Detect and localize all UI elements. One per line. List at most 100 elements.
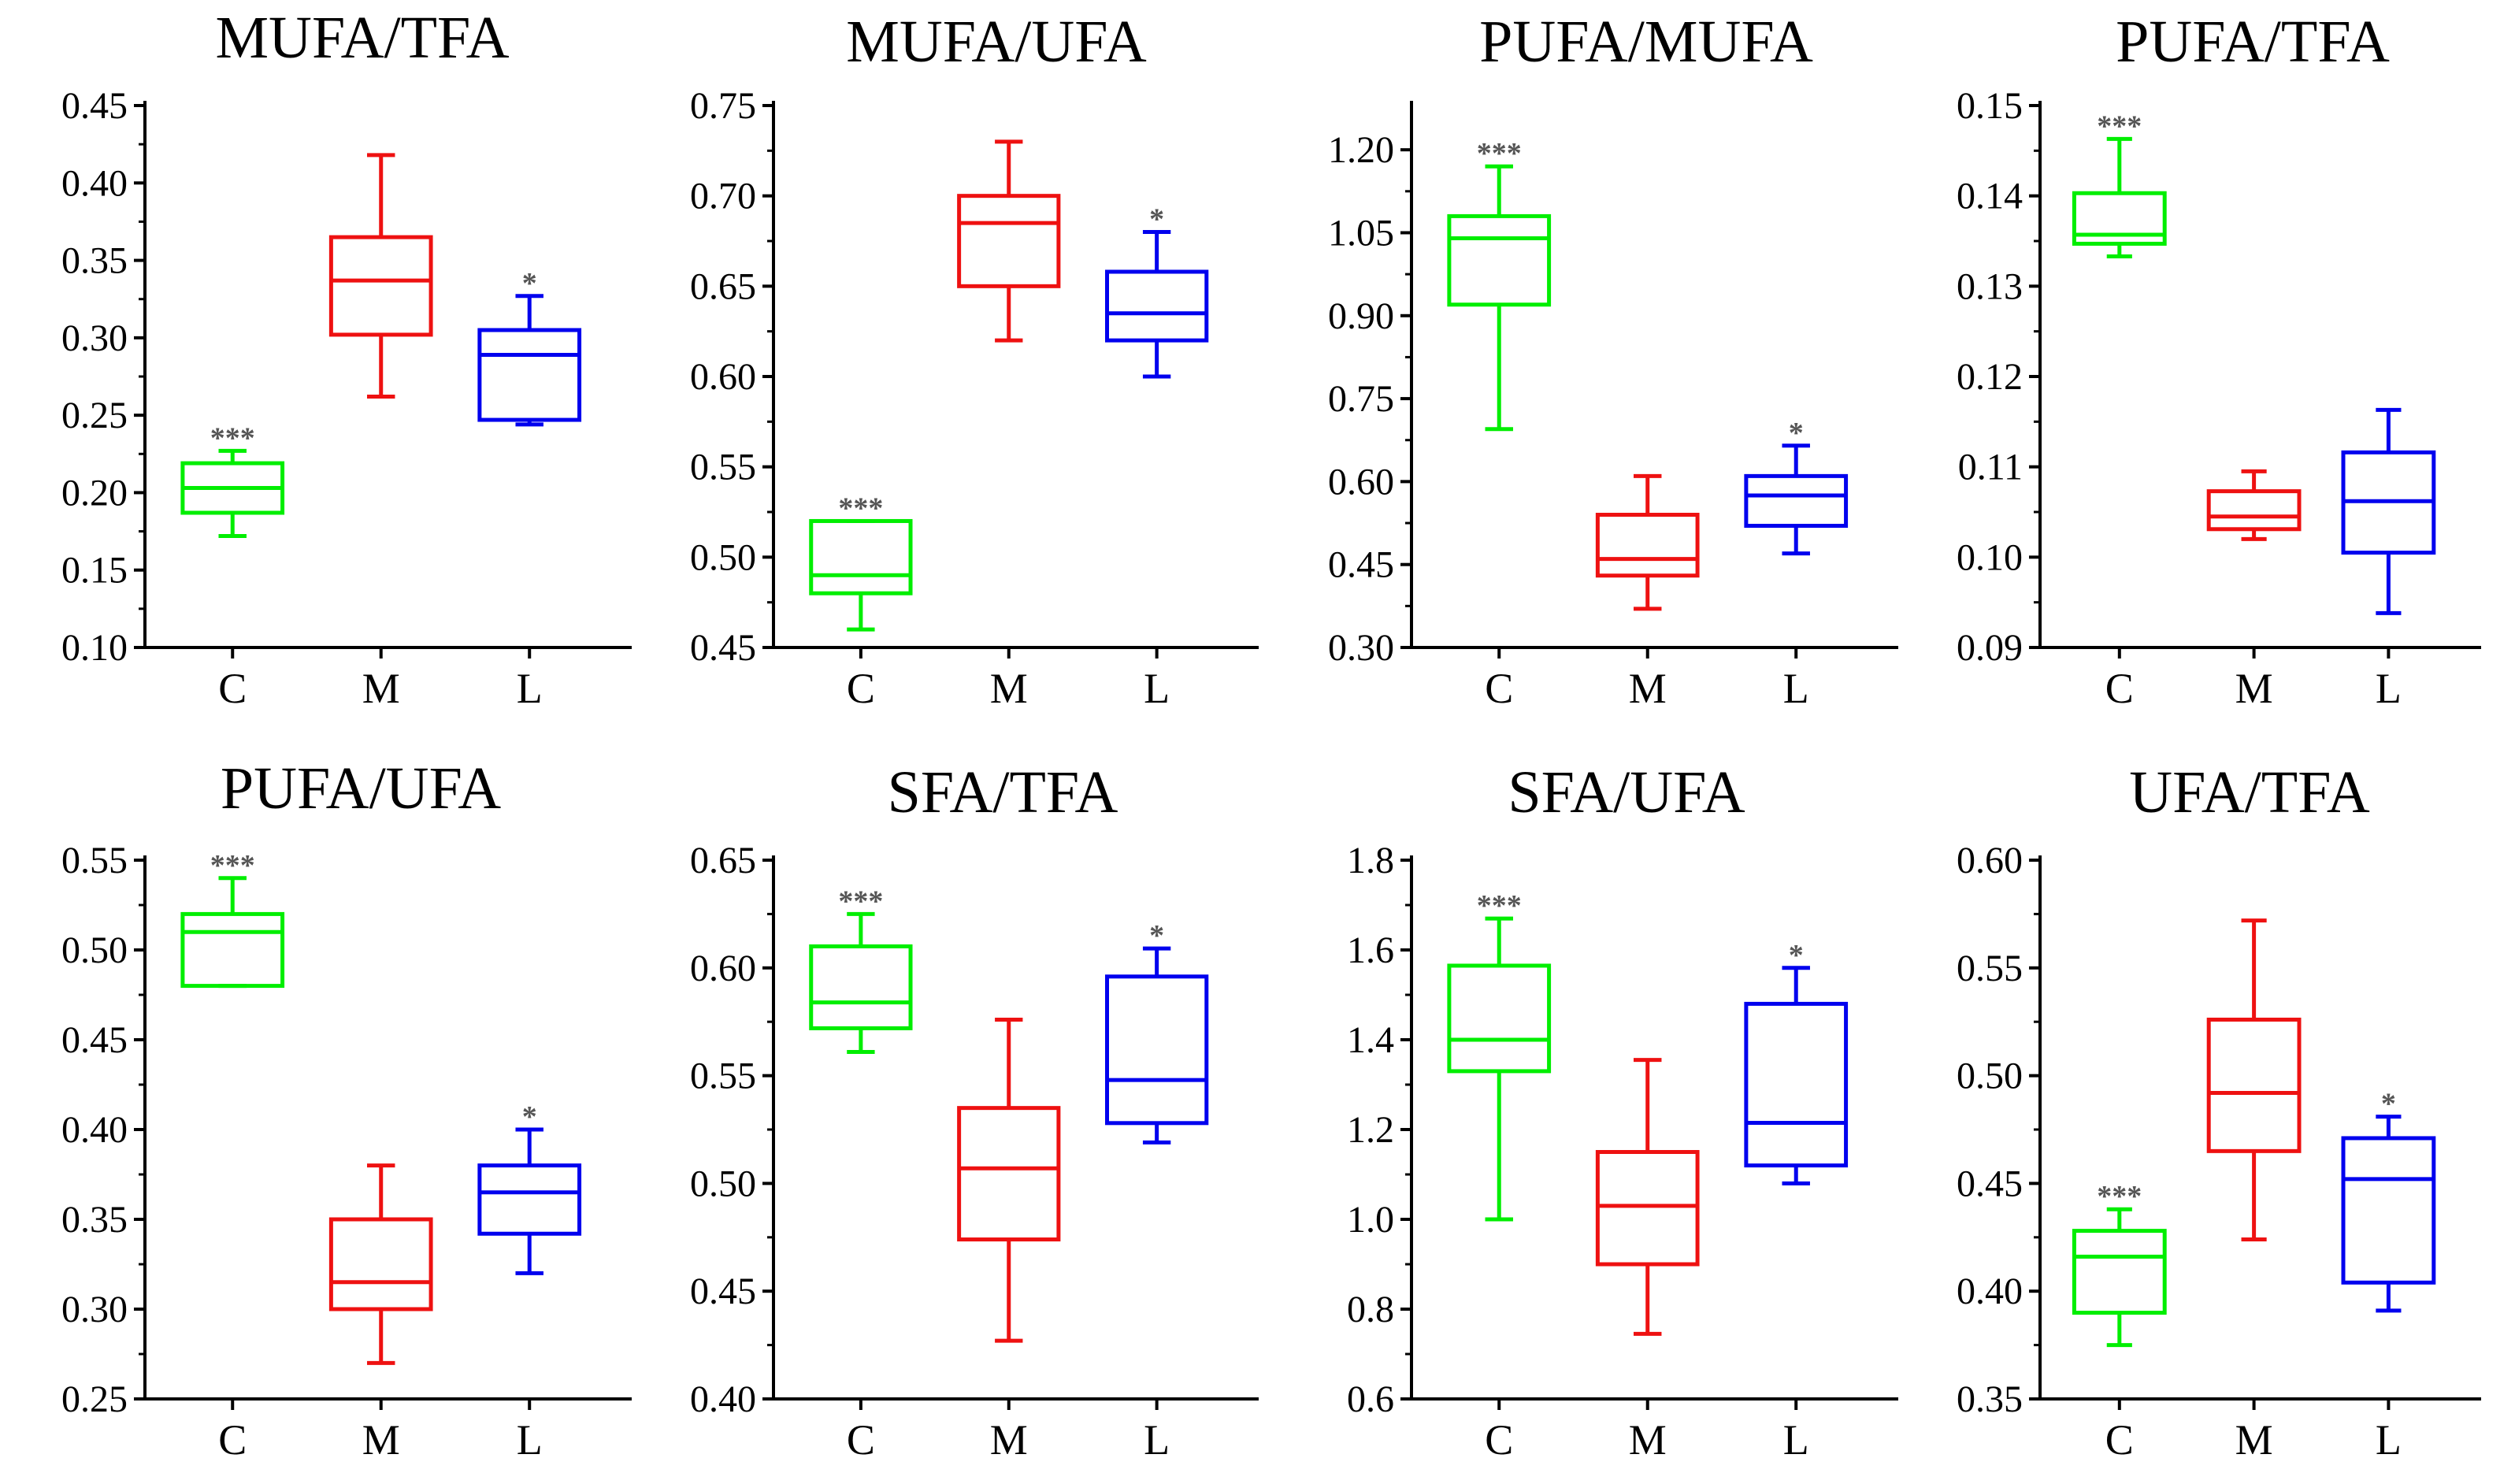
chart-panel-4: PUFA/TFA 0.09 0.10 0.11 0.12 0.13 0.14 0.15 C ***… — [1957, 9, 2481, 712]
y-tick-label: 0.65 — [690, 265, 756, 307]
box-L: * — [1105, 919, 1209, 1145]
box-M — [957, 139, 1061, 343]
box-M — [2206, 918, 2302, 1242]
chart-panel-2: MUFA/UFA0.450.500.550.600.650.700.75C***… — [690, 9, 1259, 712]
y-tick-label: 0.90 — [1328, 295, 1394, 337]
x-category-label: C — [847, 665, 875, 712]
x-category-label: C — [1485, 1416, 1513, 1464]
box-M — [957, 1017, 1061, 1343]
y-tick-label: 1.2 — [1347, 1109, 1394, 1151]
chart-title: PUFA/MUFA — [1479, 9, 1813, 75]
significance-marker: *** — [838, 492, 883, 525]
y-tick-label: 0.55 — [61, 840, 128, 881]
iqr-box — [2341, 1136, 2436, 1285]
y-tick-label: 0.65 — [690, 840, 756, 881]
box-C: *** — [2072, 109, 2167, 258]
y-tick-label: 1.4 — [1347, 1019, 1394, 1061]
y-tick-label: 0.45 — [690, 627, 756, 669]
iqr-box — [477, 328, 582, 422]
y-tick-label: 0.09 — [1957, 627, 2023, 669]
iqr-box — [2206, 1017, 2302, 1153]
y-tick-label: 0.75 — [690, 85, 756, 127]
x-category-label: L — [1144, 1416, 1170, 1464]
x-category-label: C — [847, 1416, 875, 1464]
y-tick-label: 0.40 — [61, 162, 128, 204]
y-tick-label: 0.45 — [690, 1271, 756, 1312]
chart-title: MUFA/TFA — [215, 5, 509, 71]
iqr-box — [957, 194, 1061, 288]
y-tick-label: 0.14 — [1957, 176, 2023, 217]
box-M — [328, 1163, 433, 1365]
y-tick-label: 0.60 — [690, 356, 756, 398]
chart-panel-3: PUFA/MUFA0.300.450.600.750.901.051.20C**… — [1328, 9, 1898, 712]
box-L: * — [2341, 1088, 2436, 1313]
box-L: * — [1744, 417, 1849, 556]
x-category-label: M — [362, 665, 400, 712]
chart-title: PUFA/TFA — [2116, 9, 2390, 75]
significance-marker: *** — [1477, 889, 1522, 922]
box-C: *** — [809, 885, 913, 1055]
y-tick-label: 0.35 — [61, 240, 128, 282]
x-category-label: C — [218, 665, 247, 712]
y-tick-label: 1.8 — [1347, 840, 1394, 881]
x-category-label: M — [990, 665, 1028, 712]
iqr-box — [1595, 513, 1700, 578]
significance-marker: * — [1789, 417, 1804, 450]
x-category-label: L — [1144, 665, 1170, 712]
iqr-box — [1744, 1001, 1849, 1168]
iqr-box — [809, 518, 913, 595]
y-tick-label: 0.8 — [1347, 1289, 1394, 1330]
y-tick-label: 0.55 — [690, 1055, 756, 1097]
chart-panel-1: MUFA/TFA 0.10 0.15 0.20 0.25 0.30 0.35 0.40 0.45… — [61, 5, 632, 712]
box-C: *** — [180, 421, 285, 538]
significance-marker: *** — [210, 421, 255, 454]
iqr-box — [1447, 213, 1552, 307]
chart-panel-5: PUFA/UFA0.250.300.350.400.450.500.55C***… — [61, 755, 632, 1464]
chart-panel-7: SFA/UFA 0.6 0.8 1.0 1.2 1.4 1.6 1.8 C *** M L * — [1347, 759, 1898, 1464]
iqr-box — [1105, 974, 1209, 1126]
y-tick-label: 0.13 — [1957, 265, 2023, 307]
y-tick-label: 0.55 — [690, 447, 756, 488]
y-tick-label: 0.40 — [690, 1378, 756, 1420]
y-tick-label: 0.55 — [1957, 948, 2023, 989]
box-C: *** — [809, 492, 913, 632]
x-category-label: M — [362, 1416, 400, 1464]
y-tick-label: 0.10 — [61, 627, 128, 669]
significance-marker: * — [522, 1100, 537, 1133]
y-tick-label: 0.25 — [61, 1378, 128, 1420]
significance-marker: * — [522, 267, 537, 300]
chart-title: SFA/TFA — [888, 759, 1118, 825]
box-M — [2206, 469, 2302, 541]
y-tick-label: 1.6 — [1347, 929, 1394, 971]
y-tick-label: 0.50 — [690, 536, 756, 578]
iqr-box — [1447, 963, 1552, 1074]
y-tick-label: 0.45 — [61, 85, 128, 127]
y-tick-label: 0.20 — [61, 472, 128, 514]
y-tick-label: 1.20 — [1328, 129, 1394, 171]
chart-panel-6: SFA/TFA 0.40 0.45 0.50 0.55 0.60 0.65 C *** M L * — [690, 759, 1259, 1464]
y-tick-label: 0.15 — [1957, 85, 2023, 127]
y-tick-label: 0.12 — [1957, 356, 2023, 398]
y-tick-label: 0.50 — [1957, 1055, 2023, 1097]
y-tick-label: 0.50 — [690, 1163, 756, 1204]
y-tick-label: 0.50 — [61, 929, 128, 971]
iqr-box — [1595, 1150, 1700, 1267]
box-M — [1595, 473, 1700, 611]
x-category-label: C — [2105, 1416, 2134, 1464]
significance-marker: *** — [2097, 109, 2142, 143]
chart-title: PUFA/UFA — [221, 755, 501, 822]
significance-marker: * — [2381, 1088, 2396, 1121]
x-category-label: L — [517, 1416, 543, 1464]
chart-title: SFA/UFA — [1508, 759, 1745, 825]
iqr-box — [809, 944, 913, 1030]
y-tick-label: 1.05 — [1328, 212, 1394, 254]
box-M — [328, 153, 433, 399]
x-category-label: M — [2235, 1416, 2273, 1464]
y-tick-label: 0.35 — [1957, 1378, 2023, 1420]
y-tick-label: 0.60 — [1957, 840, 2023, 881]
iqr-box — [328, 1217, 433, 1311]
y-tick-label: 1.0 — [1347, 1199, 1394, 1241]
y-tick-label: 0.45 — [1957, 1163, 2023, 1204]
y-tick-label: 0.40 — [61, 1109, 128, 1151]
y-tick-label: 0.25 — [61, 395, 128, 436]
